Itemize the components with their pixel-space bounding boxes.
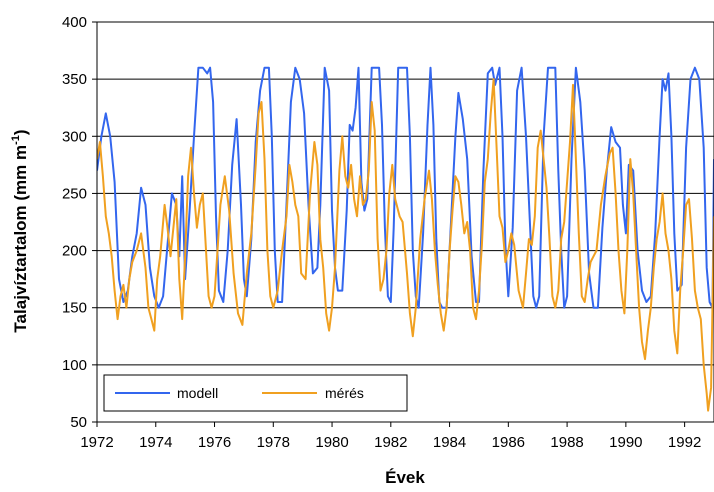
legend: modell mérés	[103, 374, 408, 412]
x-tick-label: 1982	[374, 434, 407, 451]
x-tick-label: 1986	[492, 434, 525, 451]
x-tick-label: 1992	[668, 434, 701, 451]
y-axis-title-main: Talajvíztartalom (mm m	[11, 145, 30, 333]
y-tick-label: 150	[62, 300, 87, 317]
x-axis: 1972 1974 1976 1978 1980 1982 1984 1986 1988 1990…	[80, 422, 701, 451]
y-axis-title: Talajvíztartalom (mm m-1)	[10, 129, 30, 332]
y-axis-title-close: )	[11, 129, 30, 135]
x-tick-label: 1988	[550, 434, 583, 451]
y-tick-label: 100	[62, 357, 87, 374]
series-layer	[97, 66, 714, 412]
y-tick-label: 50	[70, 414, 87, 431]
series-line-modell	[97, 66, 714, 309]
y-tick-label: 400	[62, 14, 87, 31]
y-tick-label: 250	[62, 185, 87, 202]
plot-frame	[96, 21, 714, 423]
y-tick-label: 200	[62, 243, 87, 260]
legend-label-modell: modell	[177, 385, 218, 401]
x-tick-label: 1976	[198, 434, 231, 451]
x-axis-title: Évek	[385, 468, 425, 487]
plot-area	[97, 66, 714, 412]
series-line-meres	[97, 78, 714, 412]
x-tick-label: 1980	[315, 434, 348, 451]
x-tick-label: 1990	[609, 434, 642, 451]
y-axis: 50 100 150 200 250 300 350 400	[62, 14, 97, 431]
legend-label-meres: mérés	[325, 385, 364, 401]
x-tick-label: 1972	[80, 434, 113, 451]
y-tick-label: 300	[62, 128, 87, 145]
x-tick-label: 1978	[257, 434, 290, 451]
x-tick-label: 1974	[139, 434, 172, 451]
y-axis-title-sup: -1	[10, 135, 22, 145]
x-tick-label: 1984	[433, 434, 466, 451]
y-tick-label: 350	[62, 71, 87, 88]
